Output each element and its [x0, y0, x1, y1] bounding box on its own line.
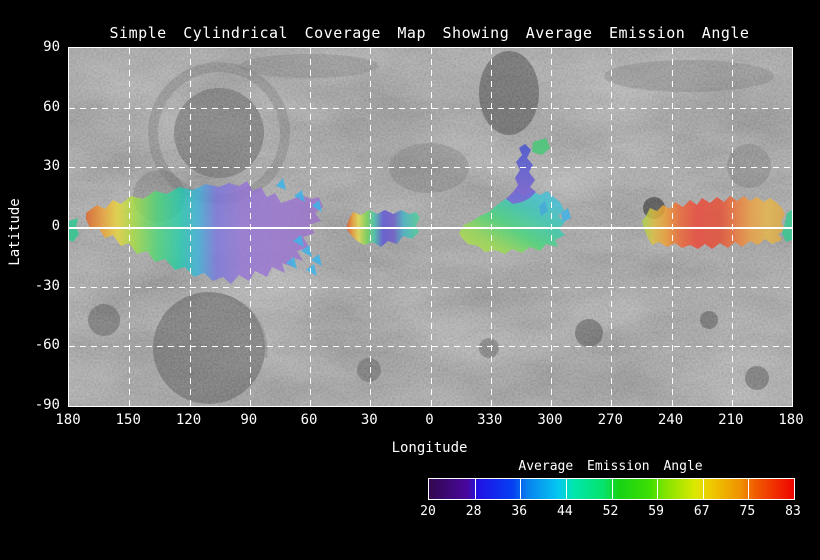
colorbar-tick-label: 75 [739, 504, 756, 519]
x-axis-title: Longitude [391, 440, 468, 456]
y-axis-title: Latitude [7, 198, 23, 266]
colorbar-tick-label: 20 [420, 504, 436, 519]
colorbar-tick-label: 52 [602, 504, 619, 519]
colorbar-divider [474, 479, 476, 499]
terrain-and-coverage-layer [69, 48, 792, 406]
colorbar-divider [520, 479, 522, 499]
x-tick-label: 240 [657, 412, 684, 428]
y-tick-label: -90 [34, 397, 60, 413]
colorbar-divider [657, 479, 659, 499]
y-tick-label: 60 [43, 98, 60, 115]
coverage-region-east [642, 196, 785, 249]
x-tick-label: 180 [778, 412, 804, 428]
colorbar-title: Average Emission Angle [518, 459, 703, 474]
colorbar-divider [702, 479, 704, 499]
x-tick-label: 210 [718, 412, 744, 428]
colorbar-tick-label: 59 [648, 504, 664, 519]
y-tick-label: 90 [43, 39, 60, 55]
colorbar-divider [565, 479, 567, 499]
colorbar-divider [748, 479, 750, 499]
coverage-region-central-east [459, 191, 565, 254]
x-tick-label: 330 [477, 412, 503, 428]
x-tick-label: 90 [240, 412, 258, 428]
colorbar-divider [611, 479, 613, 499]
coverage-fragment-green-north [532, 138, 550, 155]
coverage-edge-patch-west [69, 218, 79, 242]
y-tick-label: -30 [34, 277, 60, 294]
colorbar [428, 478, 795, 500]
x-tick-label: 0 [425, 412, 434, 428]
coverage-edge-patch-east [782, 210, 792, 242]
x-tick-label: 150 [115, 412, 141, 428]
x-tick-label: 300 [537, 412, 563, 428]
colorbar-tick-label: 44 [557, 504, 573, 519]
x-tick-label: 30 [360, 412, 378, 428]
coverage-fragment-cyan-small [539, 201, 548, 216]
colorbar-tick-label: 28 [465, 504, 482, 519]
coverage-region-west [86, 181, 323, 284]
x-tick-label: 180 [55, 412, 81, 428]
chart-title: Simple Cylindrical Coverage Map Showing … [109, 24, 750, 42]
coverage-tail-central-east [506, 144, 536, 204]
x-tick-label: 120 [175, 412, 202, 428]
coverage-fragments-west [276, 178, 322, 276]
y-tick-label: 0 [51, 218, 60, 234]
y-tick-label: 30 [43, 158, 60, 175]
colorbar-tick-label: 36 [511, 504, 528, 519]
y-tick-label: -60 [34, 337, 60, 354]
colorbar-tick-label: 83 [785, 504, 801, 519]
coverage-fragment-cyan-east [561, 208, 571, 222]
x-tick-label: 60 [300, 412, 318, 428]
colorbar-tick-label: 67 [693, 504, 710, 519]
coverage-layer [69, 138, 792, 284]
x-tick-label: 270 [597, 412, 623, 428]
map-plot-area [68, 47, 793, 407]
